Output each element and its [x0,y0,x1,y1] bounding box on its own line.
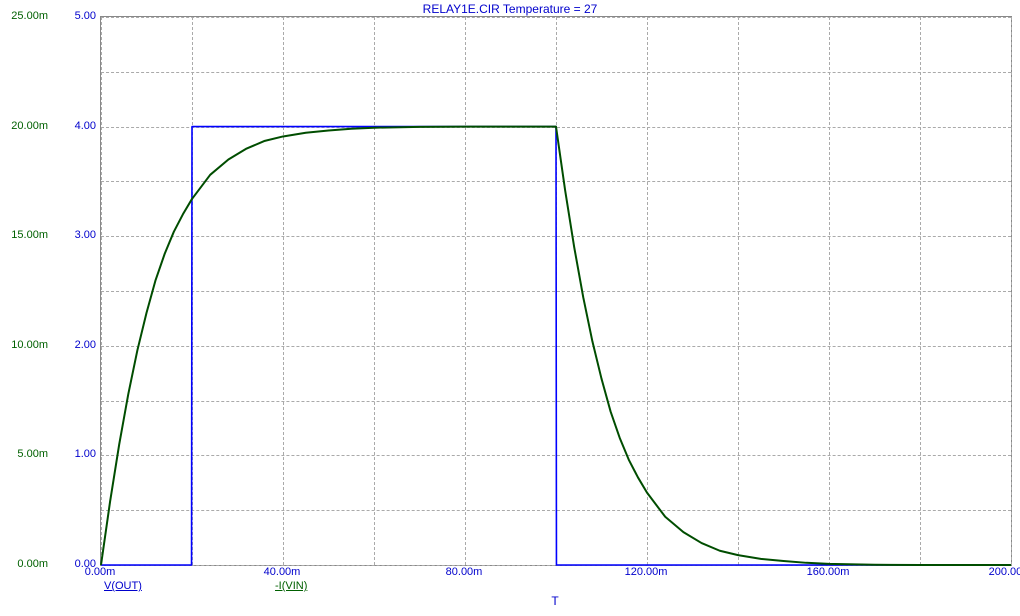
y-outer-tick-label: 25.00m [0,10,48,22]
y-outer-tick-label: 5.00m [0,448,48,460]
y-outer-tick-label: 20.00m [0,120,48,132]
x-tick-label: 200.00m [989,566,1020,578]
x-tick-label: 40.00m [264,566,301,578]
y-inner-tick-label: 2.00 [48,339,96,351]
y-inner-tick-label: 1.00 [48,448,96,460]
plot-area [100,16,1012,566]
y-outer-tick-label: 10.00m [0,339,48,351]
x-tick-label: 80.00m [446,566,483,578]
x-tick-label: 160.00m [807,566,850,578]
chart-title: RELAY1E.CIR Temperature = 27 [0,2,1020,16]
y-outer-tick-label: 0.00m [0,558,48,570]
y-inner-tick-label: 5.00 [48,10,96,22]
y-inner-tick-label: 3.00 [48,229,96,241]
chart-container: RELAY1E.CIR Temperature = 27 0.00m5.00m1… [0,0,1020,616]
legend-ivin[interactable]: -I(VIN) [275,580,307,592]
trace-v-out- [101,127,1011,565]
x-axis-label: T [551,594,558,608]
legend-vout[interactable]: V(OUT) [104,580,142,592]
x-tick-label: 0.00m [85,566,116,578]
chart-traces [101,17,1011,565]
y-outer-tick-label: 15.00m [0,229,48,241]
y-inner-tick-label: 4.00 [48,120,96,132]
x-tick-label: 120.00m [625,566,668,578]
